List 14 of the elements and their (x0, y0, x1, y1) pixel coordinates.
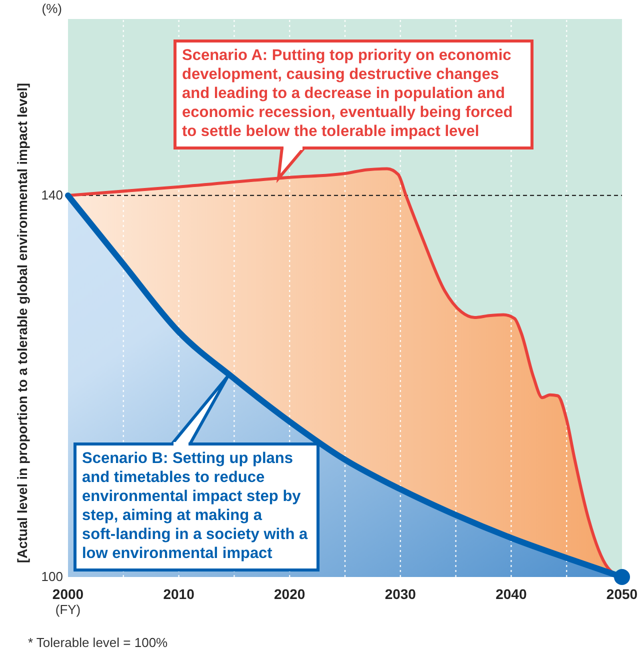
x-tick-label: 2050 (606, 586, 638, 602)
text: (%) (42, 1, 62, 16)
x-tick-label: 2040 (496, 586, 527, 602)
x-axis-title: (FY) (55, 602, 81, 617)
text: * Tolerable level = 100% (28, 635, 168, 650)
annotation: Scenario B: Setting up plans and timetables to reduce environmental impact step by step, aiming at making a soft-landing in a society with a low environmental impact (82, 450, 308, 562)
x-tick-label: 2020 (274, 586, 306, 602)
y-tick-label: 100 (41, 569, 63, 584)
annotation: Scenario A: Putting top priority on economic development, causing destructive changes and leading to a decrease in population and economic recession, eventually being forced to settle below the tolerable impact level (182, 47, 513, 140)
x-tick-label: 2010 (163, 586, 195, 602)
x-tick-label: 2000 (52, 586, 84, 602)
y-axis-title: [Actual level in proportion to a tolerable global environmental impact level] (15, 82, 30, 564)
y-tick-label: 140 (41, 187, 63, 202)
x-tick-label: 2030 (384, 586, 416, 602)
